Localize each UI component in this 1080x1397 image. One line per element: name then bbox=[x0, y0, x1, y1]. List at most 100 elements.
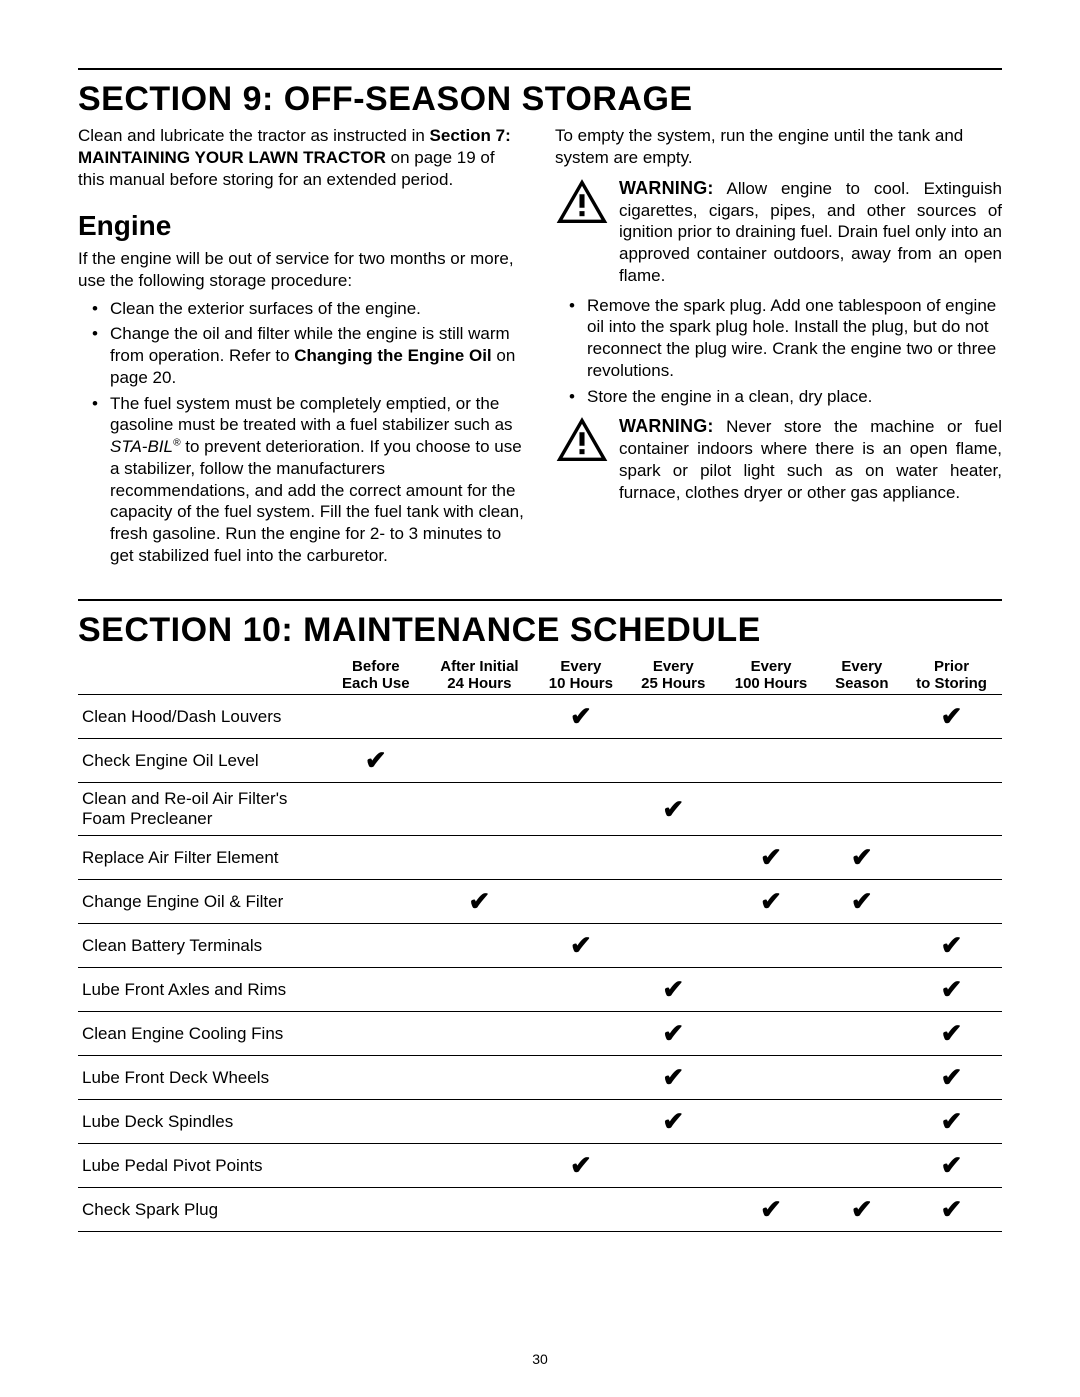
empty-system-text: To empty the system, run the engine unti… bbox=[555, 125, 1002, 169]
row-label: Check Engine Oil Level bbox=[78, 739, 327, 783]
table-row: Clean Engine Cooling Fins✔✔ bbox=[78, 1012, 1002, 1056]
row-cell: ✔ bbox=[901, 1188, 1002, 1232]
row-cell bbox=[901, 880, 1002, 924]
row-cell bbox=[327, 1100, 424, 1144]
check-icon: ✔ bbox=[365, 745, 387, 775]
check-icon: ✔ bbox=[941, 1062, 963, 1092]
table-row: Lube Front Deck Wheels✔✔ bbox=[78, 1056, 1002, 1100]
row-cell bbox=[424, 1012, 535, 1056]
row-cell bbox=[901, 783, 1002, 836]
row-cell: ✔ bbox=[627, 783, 719, 836]
row-cell bbox=[535, 1100, 627, 1144]
bullet-spark-plug: Remove the spark plug. Add one tablespoo… bbox=[555, 295, 1002, 382]
row-cell bbox=[719, 1012, 822, 1056]
row-cell bbox=[719, 968, 822, 1012]
intro-text-a: Clean and lubricate the tractor as instr… bbox=[78, 126, 430, 145]
row-cell bbox=[535, 1188, 627, 1232]
check-icon: ✔ bbox=[570, 701, 592, 731]
row-cell bbox=[424, 1144, 535, 1188]
b3-c: to prevent deterioration. If you choose … bbox=[110, 437, 524, 565]
warning-label-2: WARNING: bbox=[619, 416, 714, 436]
row-cell bbox=[327, 836, 424, 880]
check-icon: ✔ bbox=[851, 886, 873, 916]
check-icon: ✔ bbox=[570, 1150, 592, 1180]
check-icon: ✔ bbox=[760, 842, 782, 872]
row-cell bbox=[327, 783, 424, 836]
row-cell bbox=[424, 783, 535, 836]
row-cell bbox=[823, 1012, 902, 1056]
row-cell: ✔ bbox=[719, 880, 822, 924]
row-cell bbox=[424, 695, 535, 739]
row-cell bbox=[535, 739, 627, 783]
intro-paragraph: Clean and lubricate the tractor as instr… bbox=[78, 125, 525, 190]
warning-cool-text: WARNING: Allow engine to cool. Extinguis… bbox=[619, 177, 1002, 287]
table-row: Clean Battery Terminals✔✔ bbox=[78, 924, 1002, 968]
section-9-body: Clean and lubricate the tractor as instr… bbox=[78, 125, 1002, 571]
check-icon: ✔ bbox=[662, 794, 684, 824]
col-100h: Every100 Hours bbox=[719, 656, 822, 695]
warning-icon bbox=[555, 177, 609, 225]
warning-icon bbox=[555, 415, 609, 463]
check-icon: ✔ bbox=[570, 930, 592, 960]
page-number: 30 bbox=[0, 1351, 1080, 1367]
row-cell bbox=[901, 836, 1002, 880]
col-initial24: After Initial24 Hours bbox=[424, 656, 535, 695]
section-9-title: SECTION 9: OFF-SEASON STORAGE bbox=[78, 80, 1002, 119]
row-cell bbox=[627, 739, 719, 783]
row-cell bbox=[719, 1100, 822, 1144]
warning-store-text: WARNING: Never store the machine or fuel… bbox=[619, 415, 1002, 503]
right-bullets: Remove the spark plug. Add one tablespoo… bbox=[555, 295, 1002, 408]
check-icon: ✔ bbox=[941, 1106, 963, 1136]
table-header-row: BeforeEach Use After Initial24 Hours Eve… bbox=[78, 656, 1002, 695]
col-season: EverySeason bbox=[823, 656, 902, 695]
row-cell bbox=[424, 924, 535, 968]
rule-mid bbox=[78, 599, 1002, 601]
row-label: Check Spark Plug bbox=[78, 1188, 327, 1232]
row-cell bbox=[627, 924, 719, 968]
table-row: Clean Hood/Dash Louvers✔✔ bbox=[78, 695, 1002, 739]
row-cell bbox=[627, 695, 719, 739]
row-cell: ✔ bbox=[627, 1012, 719, 1056]
table-row: Lube Pedal Pivot Points✔✔ bbox=[78, 1144, 1002, 1188]
col-10h: Every10 Hours bbox=[535, 656, 627, 695]
check-icon: ✔ bbox=[941, 1018, 963, 1048]
row-cell: ✔ bbox=[535, 1144, 627, 1188]
engine-heading: Engine bbox=[78, 208, 525, 244]
col-blank bbox=[78, 656, 327, 695]
b3-brand: STA-BIL® bbox=[110, 437, 181, 456]
row-cell bbox=[719, 1056, 822, 1100]
row-cell bbox=[627, 1188, 719, 1232]
row-cell: ✔ bbox=[901, 1100, 1002, 1144]
table-row: Check Spark Plug✔✔✔ bbox=[78, 1188, 1002, 1232]
col-before: BeforeEach Use bbox=[327, 656, 424, 695]
row-cell bbox=[535, 783, 627, 836]
check-icon: ✔ bbox=[941, 930, 963, 960]
row-cell: ✔ bbox=[719, 1188, 822, 1232]
b2-ref: Changing the Engine Oil bbox=[294, 346, 491, 365]
maintenance-table: BeforeEach Use After Initial24 Hours Eve… bbox=[78, 656, 1002, 1233]
row-cell: ✔ bbox=[901, 695, 1002, 739]
check-icon: ✔ bbox=[469, 886, 491, 916]
row-label: Clean and Re-oil Air Filter's Foam Precl… bbox=[78, 783, 327, 836]
table-row: Lube Front Axles and Rims✔✔ bbox=[78, 968, 1002, 1012]
row-cell bbox=[535, 880, 627, 924]
engine-intro: If the engine will be out of service for… bbox=[78, 248, 525, 292]
row-cell bbox=[823, 739, 902, 783]
row-label: Change Engine Oil & Filter bbox=[78, 880, 327, 924]
row-cell bbox=[424, 1100, 535, 1144]
table-row: Change Engine Oil & Filter ✔ ✔ ✔ bbox=[78, 880, 1002, 924]
row-cell bbox=[823, 1056, 902, 1100]
row-cell: ✔ bbox=[901, 1012, 1002, 1056]
bullet-change-oil: Change the oil and filter while the engi… bbox=[78, 323, 525, 388]
row-label: Lube Front Axles and Rims bbox=[78, 968, 327, 1012]
row-cell bbox=[424, 1188, 535, 1232]
row-cell bbox=[327, 1144, 424, 1188]
check-icon: ✔ bbox=[662, 1018, 684, 1048]
row-cell bbox=[627, 836, 719, 880]
row-cell bbox=[424, 1056, 535, 1100]
check-icon: ✔ bbox=[760, 886, 782, 916]
bullet-clean-exterior: Clean the exterior surfaces of the engin… bbox=[78, 298, 525, 320]
row-label: Lube Pedal Pivot Points bbox=[78, 1144, 327, 1188]
row-cell: ✔ bbox=[327, 739, 424, 783]
check-icon: ✔ bbox=[662, 974, 684, 1004]
